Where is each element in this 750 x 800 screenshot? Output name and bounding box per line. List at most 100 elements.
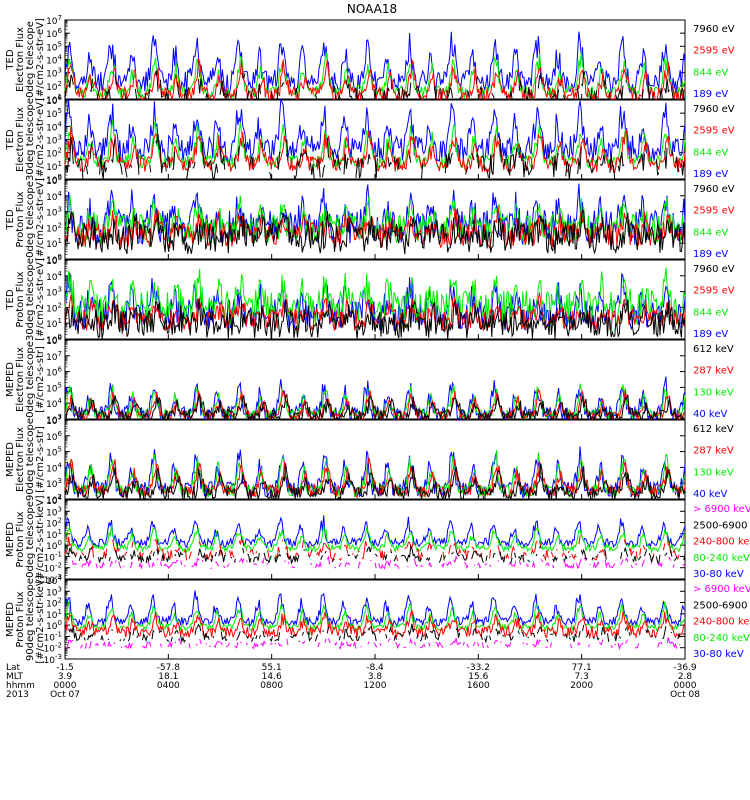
legend-entry: 287 keV	[693, 446, 734, 457]
y-tick-label: 104	[46, 574, 62, 587]
y-tick-label: 105	[46, 381, 62, 394]
y-tick-label: 108	[46, 334, 62, 347]
y-tick-label: 104	[46, 190, 62, 203]
series-line	[68, 623, 686, 644]
x-row-label: MLT	[6, 672, 24, 682]
y-tick-label: 10-3	[44, 573, 62, 586]
y-tick-label: 103	[46, 134, 62, 147]
legend-entry: 7960 eV	[693, 264, 735, 275]
legend-entry: 7960 eV	[693, 184, 735, 195]
series-line	[64, 601, 686, 633]
legend-entry: > 6900 keV	[693, 504, 750, 515]
legend-entry: 7960 eV	[693, 104, 735, 115]
x-row-label: hhmm	[6, 681, 35, 691]
y-tick-label: 106	[46, 94, 62, 107]
y-axis-label: TEDProton Flux0deg telescope[#/cm2-s-str…	[5, 178, 46, 261]
legend-entry: 30-80 keV	[693, 649, 744, 660]
y-tick-label: 107	[46, 414, 62, 427]
series-line	[64, 195, 686, 244]
series-line	[64, 267, 686, 325]
legend-entry: 40 keV	[693, 409, 727, 420]
y-tick-label: 101	[46, 608, 62, 621]
y-tick-label: 107	[46, 14, 62, 27]
y-tick-label: 105	[46, 174, 62, 187]
y-tick-label: 100	[46, 539, 62, 552]
legend-entry: 2595 eV	[693, 206, 735, 217]
legend-entry: 2500-6900	[693, 600, 748, 611]
y-tick-label: 105	[46, 254, 62, 267]
legend-entry: 844 eV	[693, 67, 728, 78]
y-tick-label: 106	[46, 430, 62, 443]
y-tick-label: 102	[46, 80, 62, 93]
x-tick-label: -57.8	[157, 663, 181, 673]
series-line	[64, 299, 686, 339]
y-tick-label: 100	[46, 253, 62, 266]
series-line	[64, 272, 686, 332]
x-tick-label: 7.3	[575, 672, 589, 682]
x-tick-label: 14.6	[262, 672, 282, 682]
y-tick-label: 10-2	[44, 562, 62, 575]
x-axis-labels: Lat -1.5 -57.8 55.1 -8.4 -33.2 77.1 -36.9 MLT 3.9…	[6, 663, 700, 700]
x-tick-label: 3.9	[58, 672, 73, 682]
legend-entry: 7960 eV	[693, 24, 735, 35]
legend-entry: 80-240 keV	[693, 633, 750, 644]
y-tick-label: 103	[46, 67, 62, 80]
y-tick-label: 104	[46, 270, 62, 283]
series-line	[71, 555, 686, 570]
y-tick-label: 102	[46, 493, 62, 506]
y-tick-label: 101	[46, 160, 62, 173]
y-tick-label: 103	[46, 206, 62, 219]
y-tick-label: 103	[46, 585, 62, 598]
y-tick-label: 10-3	[44, 653, 62, 666]
x-tick-label: 0400	[157, 681, 180, 691]
x-tick-label: 0800	[260, 681, 283, 691]
x-tick-label: 3.8	[368, 672, 383, 682]
series-line	[64, 609, 686, 640]
x-tick-label: 15.6	[468, 672, 488, 682]
x-row-label: Lat	[6, 663, 21, 673]
x-tick-label: -8.4	[366, 663, 384, 673]
x-tick-label: 1200	[364, 681, 387, 691]
x-tick-label: 1600	[467, 681, 490, 691]
y-tick-label: 101	[46, 237, 62, 250]
date-start: Oct 07	[50, 690, 80, 700]
y-tick-label: 100	[46, 333, 62, 346]
y-axis-label: TEDElectron Flux0deg telescope[#/cm2-s-s…	[5, 18, 46, 101]
series-line	[64, 98, 686, 163]
y-tick-label: 102	[46, 221, 62, 234]
legend-entry: > 6900 keV	[693, 584, 750, 595]
x-tick-label: 18.1	[158, 672, 178, 682]
year-label: 2013	[6, 690, 29, 700]
y-tick-label: 104	[46, 54, 62, 67]
x-tick-label: 0000	[674, 681, 697, 691]
y-tick-label: 104	[46, 397, 62, 410]
y-axis-label: TEDProton Flux30deg telescope[#/cm2-s-st…	[5, 258, 46, 341]
y-tick-label: 103	[46, 286, 62, 299]
series-line	[65, 133, 685, 181]
legend-entry: 240-800 keV	[693, 537, 750, 548]
date-end: Oct 08	[670, 690, 700, 700]
y-tick-label: 104	[46, 120, 62, 133]
y-tick-label: 10-1	[44, 550, 62, 563]
legend-entry: 2500-6900	[693, 520, 748, 531]
y-axis-label: MEPEDProton Flux0deg telescope[#/cm2-s-s…	[5, 495, 46, 583]
legend-entry: 844 eV	[693, 307, 728, 318]
y-axis-label: MEPEDElectron Flux90deg telescope[#/cm2-…	[5, 418, 46, 501]
legend-entry: 30-80 keV	[693, 569, 744, 580]
y-tick-label: 100	[46, 619, 62, 632]
series-line	[64, 449, 686, 499]
y-tick-label: 104	[46, 494, 62, 507]
series-line	[64, 58, 686, 101]
legend-entry: 189 eV	[693, 249, 728, 260]
legend-entry: 80-240 keV	[693, 553, 750, 564]
x-tick-label: 0000	[54, 681, 77, 691]
y-tick-label: 100	[46, 173, 62, 186]
legend-entry: 612 keV	[693, 424, 734, 435]
